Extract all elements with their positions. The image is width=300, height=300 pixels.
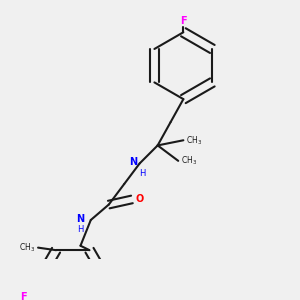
Text: F: F	[20, 292, 26, 300]
Text: CH$_3$: CH$_3$	[186, 134, 202, 146]
Text: CH$_3$: CH$_3$	[181, 154, 197, 167]
Text: H: H	[139, 169, 146, 178]
Text: H: H	[77, 225, 84, 234]
Text: N: N	[76, 214, 84, 224]
Text: F: F	[180, 16, 187, 26]
Text: N: N	[129, 157, 137, 167]
Text: CH$_3$: CH$_3$	[19, 242, 35, 254]
Text: O: O	[136, 194, 144, 204]
